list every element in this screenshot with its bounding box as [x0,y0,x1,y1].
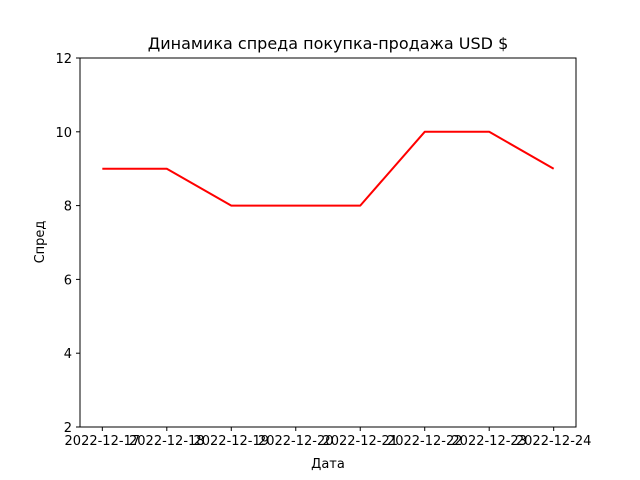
y-tick-label: 6 [64,273,72,288]
plot-area-frame [79,57,577,428]
x-axis: 2022-12-172022-12-182022-12-192022-12-20… [65,427,592,449]
x-axis-label: Дата [311,457,345,472]
x-tick-label: 2022-12-21 [322,434,398,449]
y-tick-label: 10 [55,126,72,141]
x-tick-label: 2022-12-18 [129,434,205,449]
x-tick-label: 2022-12-24 [516,434,592,449]
y-axis: 2 4 6 8 10 12 [55,52,80,436]
y-tick-label: 12 [55,52,72,67]
y-tick-label: 8 [64,200,72,215]
x-tick-label: 2022-12-17 [65,434,141,449]
series-line-0 [102,130,555,207]
x-tick-label: 2022-12-19 [193,434,269,449]
x-tick-label: 2022-12-23 [451,434,527,449]
x-tick-label: 2022-12-20 [258,434,334,449]
y-tick-label: 4 [64,347,72,362]
x-tick-label: 2022-12-22 [387,434,463,449]
y-tick-label: 2 [64,421,72,436]
y-axis-label: Спред [33,221,48,264]
chart-title: Динамика спреда покупка-продажа USD $ [148,34,509,53]
series-layer [102,130,555,207]
